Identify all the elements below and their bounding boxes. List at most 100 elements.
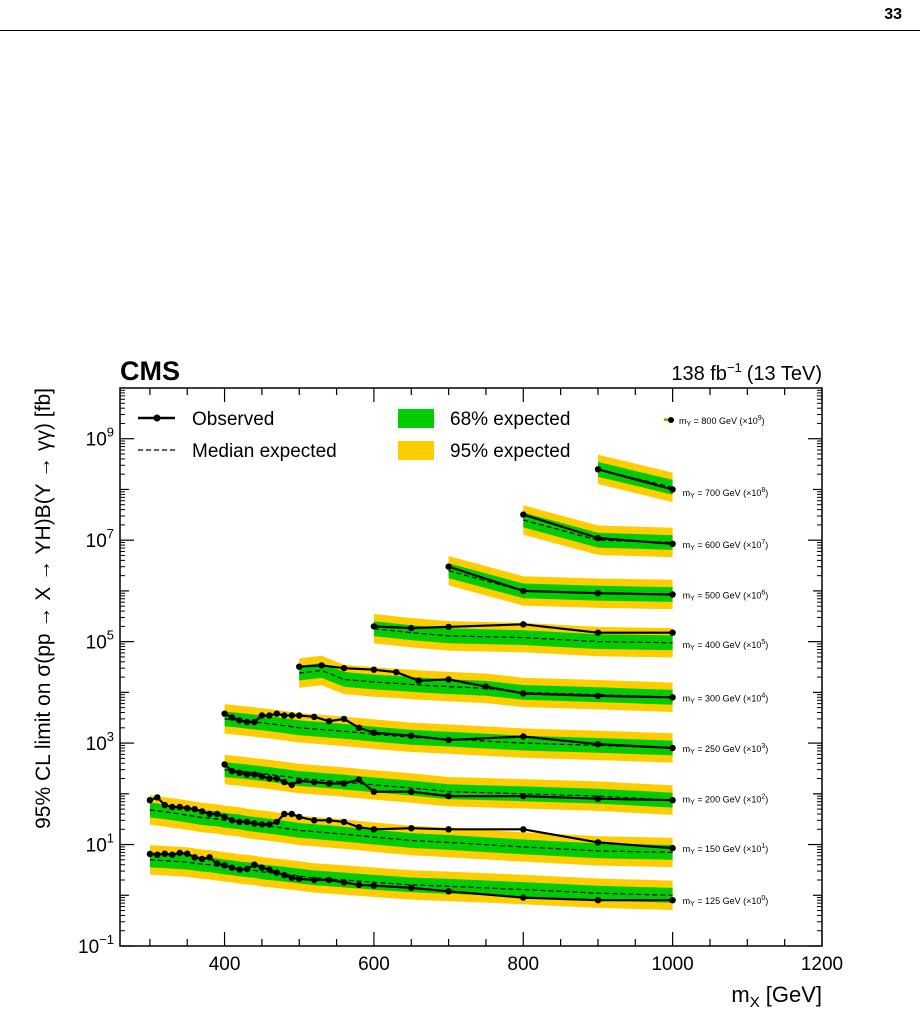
page-number: 33 — [884, 6, 902, 23]
series-label-text: = 250 GeV (×10 — [695, 744, 762, 754]
observed-point — [669, 591, 676, 598]
observed-point — [296, 712, 303, 719]
observed-point — [169, 851, 176, 858]
x-tick-label: 1200 — [801, 954, 843, 975]
observed-point — [520, 826, 527, 833]
x-axis-title: mX [GeV] — [731, 982, 822, 1010]
observed-point — [408, 624, 415, 632]
observed-point — [340, 780, 348, 787]
observed-point — [288, 781, 295, 789]
energy-label: (13 TeV) — [747, 363, 822, 385]
series-label-m: m — [683, 590, 691, 600]
label-marker — [668, 417, 674, 423]
series-label-exp: 2 — [761, 794, 765, 801]
observed-point — [520, 894, 527, 901]
observed-point — [206, 810, 213, 818]
observed-point — [161, 850, 168, 857]
y-tick-exp: 5 — [107, 628, 114, 643]
legend-observed-marker — [153, 414, 161, 422]
observed-point — [594, 534, 602, 542]
observed-point — [445, 736, 452, 744]
median-expected-series-5 — [373, 628, 673, 644]
observed-point — [669, 797, 676, 804]
plot-frame — [119, 387, 823, 947]
series-label-text: = 200 GeV (×10 — [695, 795, 762, 805]
series-label-exp: 7 — [761, 539, 765, 546]
series-label-m: m — [683, 795, 691, 805]
observed-point — [370, 666, 378, 673]
observed-point — [169, 803, 176, 811]
series-label-sub: Y — [687, 421, 692, 428]
observed-point — [340, 665, 348, 672]
observed-point — [520, 733, 527, 740]
median-expected-series-7 — [523, 519, 673, 544]
series-label-sub: Y — [690, 749, 695, 756]
observed-point — [251, 771, 258, 778]
observed-point — [325, 718, 333, 725]
legend-band68: 68% expected — [450, 409, 570, 430]
observed-point — [154, 851, 161, 858]
observed-point — [273, 775, 280, 782]
observed-point — [311, 713, 318, 720]
observed-point — [288, 810, 295, 818]
observed-point — [191, 854, 198, 861]
observed-point — [191, 805, 198, 813]
observed-point — [445, 623, 452, 631]
observed-point — [228, 817, 236, 824]
series-label-7: mY = 600 GeV (×107) — [683, 539, 769, 552]
observed-point — [206, 854, 213, 861]
observed-point — [370, 882, 378, 889]
observed-series-5 — [373, 623, 673, 634]
observed-point — [669, 744, 676, 752]
series-label-exp: 6 — [761, 589, 765, 596]
series-label-2: mY = 200 GeV (×102) — [683, 794, 769, 807]
label-band-swatch — [664, 419, 672, 421]
y-tick-base: 10 — [78, 937, 99, 958]
median-expected-series-4 — [299, 669, 673, 698]
observed-point — [669, 486, 676, 493]
experiment-label: CMS — [120, 356, 180, 386]
observed-point — [520, 792, 527, 800]
observed-point — [445, 792, 452, 800]
x-axis-title-unit: [GeV] — [766, 982, 822, 1007]
observed-point — [355, 881, 363, 889]
series-label-close: ) — [765, 590, 768, 600]
x-tick-label: 400 — [209, 954, 241, 975]
y-tick-label: 107 — [86, 526, 114, 552]
series-label-exp: 1 — [761, 843, 765, 850]
observed-point — [355, 724, 363, 731]
header-rule — [0, 30, 920, 31]
series-label-sub: Y — [690, 698, 695, 705]
observed-point — [355, 776, 363, 783]
observed-point — [258, 773, 266, 780]
observed-point — [296, 777, 303, 785]
series-label-m: m — [683, 844, 691, 854]
observed-point — [669, 844, 676, 852]
observed-point — [258, 712, 266, 719]
series-label-sub: Y — [690, 595, 695, 602]
observed-point — [258, 864, 266, 871]
observed-point — [273, 710, 280, 717]
series-label-text: = 700 GeV (×10 — [695, 488, 762, 498]
observed-point — [146, 850, 154, 858]
observed-point — [408, 732, 415, 739]
series-label-m: m — [683, 640, 691, 650]
series-label-close: ) — [765, 488, 768, 498]
observed-series-8 — [597, 468, 673, 491]
observed-point — [445, 826, 452, 833]
bands-layer — [149, 454, 673, 910]
observed-point — [243, 865, 251, 873]
series-label-sub: Y — [690, 901, 695, 908]
observed-point — [340, 818, 348, 826]
observed-point — [213, 860, 221, 867]
observed-point — [154, 794, 161, 801]
observed-point — [594, 692, 602, 700]
observed-point — [370, 788, 378, 795]
series-label-close: ) — [765, 540, 768, 550]
observed-point — [296, 663, 303, 670]
series-label-m: m — [679, 416, 687, 426]
x-tick-label: 600 — [358, 954, 390, 975]
series-label-sub: Y — [690, 493, 695, 500]
median-expected-series-0 — [149, 859, 673, 896]
